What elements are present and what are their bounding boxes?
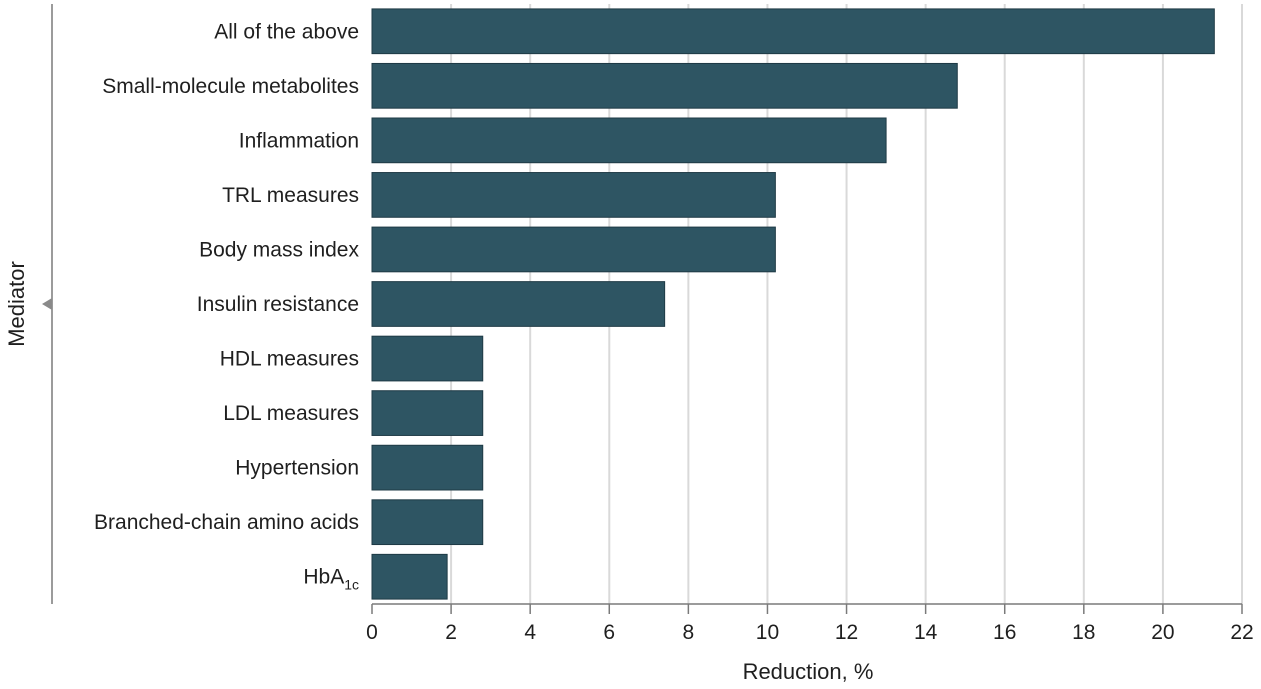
x-tick-label: 20 (1151, 621, 1174, 644)
category-label-text: Body mass index (199, 238, 359, 261)
category-labels: All of the above Small-molecule metabolit… (94, 20, 359, 592)
category-label: Branched-chain amino acids (94, 511, 359, 534)
x-tick-label: 10 (756, 621, 779, 644)
bar (371, 281, 666, 327)
bar (371, 444, 484, 491)
category-label-text: All of the above (214, 20, 359, 43)
x-axis: 0 2 4 6 8 10 12 14 16 18 20 22 (366, 603, 1254, 644)
bar (371, 117, 887, 164)
category-label: LDL measures (223, 402, 359, 425)
y-axis-title: Mediator (4, 261, 29, 347)
x-tick-label: 16 (993, 621, 1016, 644)
category-label-text: Branched-chain amino acids (94, 511, 359, 534)
bars (371, 8, 1215, 600)
bar (371, 226, 776, 273)
bar (371, 8, 1215, 55)
x-tick-label: 4 (524, 621, 536, 644)
x-tick-label: 6 (603, 621, 615, 644)
x-tick-label: 22 (1230, 621, 1253, 644)
category-label-text: HbA (303, 566, 344, 589)
y-axis: Mediator (4, 4, 53, 604)
x-tick-label: 18 (1072, 621, 1095, 644)
x-tick-label: 8 (683, 621, 695, 644)
x-axis-title: Reduction, % (743, 659, 874, 684)
x-tick-label: 12 (835, 621, 858, 644)
category-label-text: LDL measures (223, 402, 359, 425)
x-tick-label: 14 (914, 621, 938, 644)
category-label-text: Insulin resistance (197, 293, 359, 316)
bar (371, 390, 484, 436)
category-label: Small-molecule metabolites (102, 75, 359, 98)
category-label: Hypertension (235, 457, 359, 480)
category-label-text: TRL measures (222, 184, 359, 207)
category-label: Body mass index (199, 238, 359, 261)
y-axis-marker (42, 298, 52, 310)
x-tick-label: 2 (445, 621, 457, 644)
category-label: HbA1c (303, 566, 359, 593)
bar (371, 553, 448, 600)
category-label-subscript: 1c (344, 577, 359, 593)
bar (371, 335, 484, 382)
category-label: Inflammation (239, 129, 359, 152)
bar (371, 62, 958, 109)
category-label-text: HDL measures (220, 348, 359, 371)
category-label: TRL measures (222, 184, 359, 207)
x-tick-label: 0 (366, 621, 378, 644)
category-label: Insulin resistance (197, 293, 359, 316)
category-label-text: Hypertension (235, 457, 359, 480)
bar (371, 172, 776, 218)
category-label: All of the above (214, 20, 359, 43)
bar (371, 499, 484, 546)
category-label-text: Inflammation (239, 129, 359, 152)
category-label-text: Small-molecule metabolites (102, 75, 359, 98)
category-label: HDL measures (220, 348, 359, 371)
